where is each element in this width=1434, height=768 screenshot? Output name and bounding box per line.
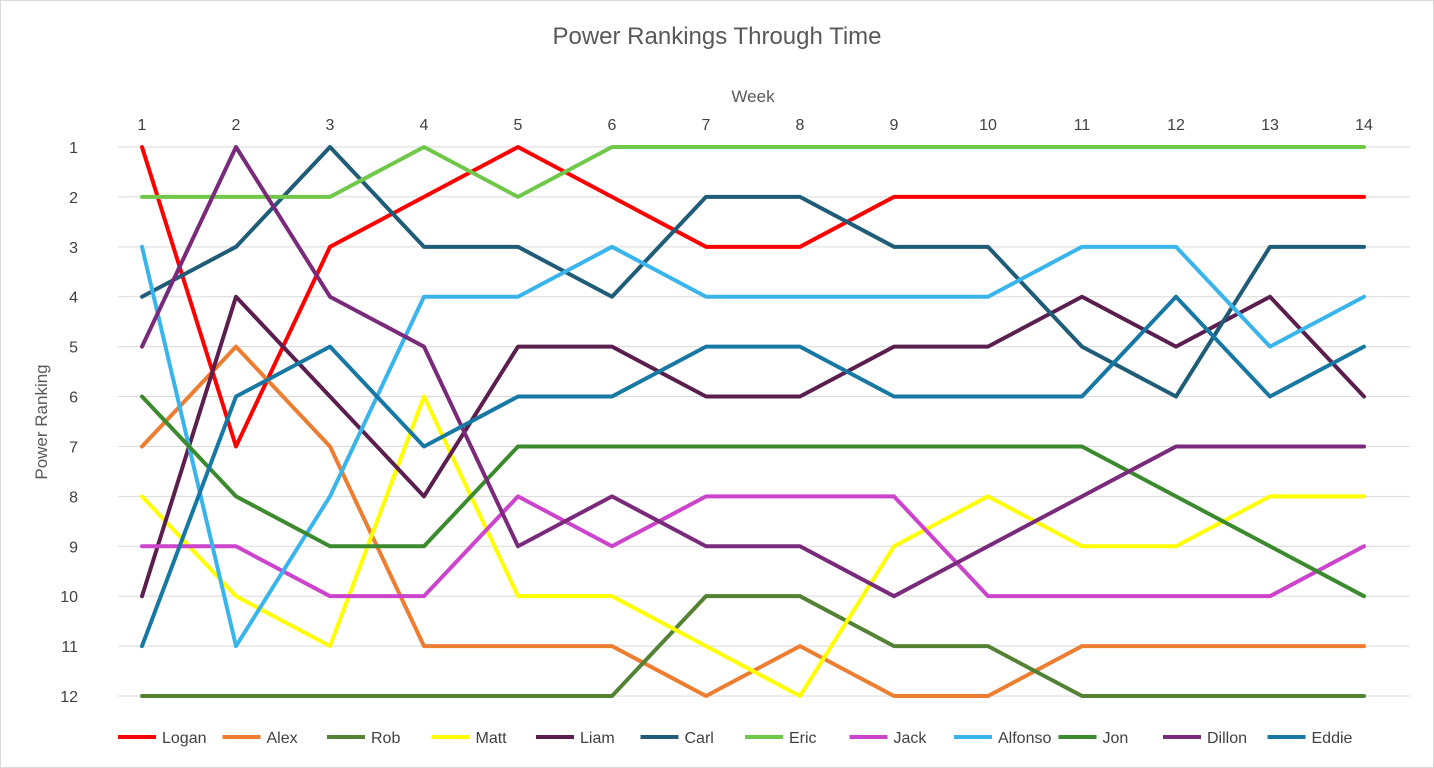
legend-label: Eddie bbox=[1312, 730, 1353, 747]
legend-label: Liam bbox=[580, 730, 615, 747]
chart-title: Power Rankings Through Time bbox=[552, 23, 881, 50]
legend-label: Eric bbox=[789, 730, 817, 747]
legend-label: Rob bbox=[371, 730, 400, 747]
legend-label: Alex bbox=[267, 730, 298, 747]
series-line-matt bbox=[140, 394, 1366, 698]
legend-label: Jon bbox=[1103, 730, 1129, 747]
legend-label: Carl bbox=[685, 730, 714, 747]
x-tick-label: 4 bbox=[420, 117, 429, 134]
legend-item-carl: Carl bbox=[640, 730, 714, 747]
legend-item-eddie: Eddie bbox=[1267, 730, 1353, 747]
legend-label: Matt bbox=[476, 730, 508, 747]
series-line-dillon bbox=[140, 145, 1366, 599]
series-line-carl bbox=[140, 145, 1366, 399]
legend-item-liam: Liam bbox=[536, 730, 615, 747]
gridlines bbox=[118, 146, 1410, 697]
x-tick-label: 2 bbox=[232, 117, 241, 134]
x-tick-label: 3 bbox=[326, 117, 335, 134]
series-line-rob bbox=[140, 594, 1366, 698]
series-line-eric bbox=[140, 145, 1366, 199]
x-tick-label: 10 bbox=[979, 117, 997, 134]
legend-item-alex: Alex bbox=[222, 730, 298, 747]
y-tick-label: 3 bbox=[69, 240, 78, 257]
series-line-jack bbox=[140, 494, 1366, 599]
y-tick-label: 2 bbox=[69, 190, 78, 207]
x-tick-label: 14 bbox=[1355, 117, 1373, 134]
legend-label: Jack bbox=[894, 730, 928, 747]
x-tick-label: 8 bbox=[796, 117, 805, 134]
legend-item-dillon: Dillon bbox=[1163, 730, 1247, 747]
legend-item-jack: Jack bbox=[849, 730, 928, 747]
legend-item-alfonso: Alfonso bbox=[954, 730, 1051, 747]
y-tick-label: 4 bbox=[69, 290, 78, 307]
y-tick-label: 1 bbox=[69, 140, 78, 157]
y-tick-label: 7 bbox=[69, 439, 78, 456]
legend-item-logan: Logan bbox=[118, 730, 207, 747]
series-line-logan bbox=[140, 145, 1366, 449]
x-tick-labels: 1 2 3 4 5 6 7 8 9 10 11 12 13 14 bbox=[138, 117, 1373, 134]
x-axis-title: Week bbox=[731, 87, 775, 106]
x-tick-label: 9 bbox=[890, 117, 899, 134]
x-tick-label: 5 bbox=[514, 117, 523, 134]
x-tick-label: 1 bbox=[138, 117, 147, 134]
y-tick-label: 11 bbox=[61, 639, 78, 656]
series-line-eddie bbox=[140, 294, 1366, 649]
y-tick-label: 9 bbox=[69, 539, 78, 556]
series-line-liam bbox=[140, 294, 1366, 599]
y-axis-title: Power Ranking bbox=[32, 364, 51, 479]
legend: Logan Alex Rob Matt Liam Carl Eric Jack Alfonso J… bbox=[118, 730, 1353, 747]
y-tick-label: 5 bbox=[69, 340, 78, 357]
x-tick-label: 6 bbox=[608, 117, 617, 134]
legend-item-eric: Eric bbox=[745, 730, 817, 747]
y-tick-label: 6 bbox=[69, 390, 78, 407]
legend-item-matt: Matt bbox=[431, 730, 508, 747]
legend-label: Logan bbox=[162, 730, 207, 747]
series-lines bbox=[140, 145, 1366, 698]
x-tick-label: 13 bbox=[1261, 117, 1279, 134]
x-tick-label: 7 bbox=[702, 117, 711, 134]
legend-label: Dillon bbox=[1207, 730, 1247, 747]
series-line-jon bbox=[140, 394, 1366, 599]
legend-item-rob: Rob bbox=[327, 730, 400, 747]
x-tick-label: 12 bbox=[1167, 117, 1185, 134]
y-tick-label: 10 bbox=[60, 589, 78, 606]
x-tick-label: 11 bbox=[1074, 117, 1091, 134]
y-tick-label: 12 bbox=[60, 689, 78, 706]
legend-label: Alfonso bbox=[998, 730, 1051, 747]
series-line-alfonso bbox=[140, 244, 1366, 649]
legend-item-jon: Jon bbox=[1058, 730, 1129, 747]
y-tick-label: 8 bbox=[69, 489, 78, 506]
